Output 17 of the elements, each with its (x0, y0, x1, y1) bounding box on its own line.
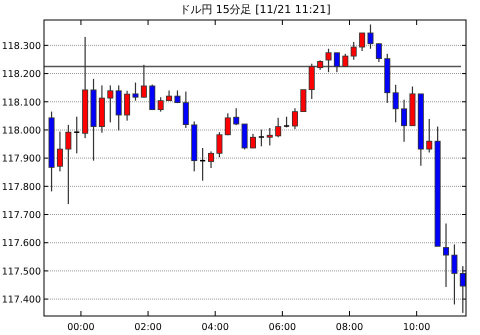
x-tick-label: 06:00 (268, 322, 296, 333)
y-tick-label: 117.900 (2, 154, 41, 165)
x-tick-label: 02:00 (134, 322, 162, 333)
y-tick-label: 118.300 (2, 40, 41, 52)
x-tick-label: 04:00 (202, 322, 229, 333)
y-tick-label: 118.100 (2, 97, 41, 108)
y-tick-label: 117.800 (2, 182, 41, 193)
x-tick-label: 08:00 (336, 322, 364, 333)
y-tick-label: 117.700 (2, 210, 41, 222)
x-tick-label: 10:00 (402, 322, 430, 333)
y-tick-label: 118.200 (2, 69, 41, 80)
y-tick-label: 117.500 (2, 266, 41, 278)
chart-title: ドル円 15分足 [11/21 11:21] (179, 3, 331, 16)
y-tick-label: 118.000 (2, 125, 41, 136)
y-tick-label: 117.400 (2, 294, 41, 306)
x-tick-label: 00:00 (67, 322, 95, 333)
y-tick-label: 117.600 (2, 238, 41, 250)
